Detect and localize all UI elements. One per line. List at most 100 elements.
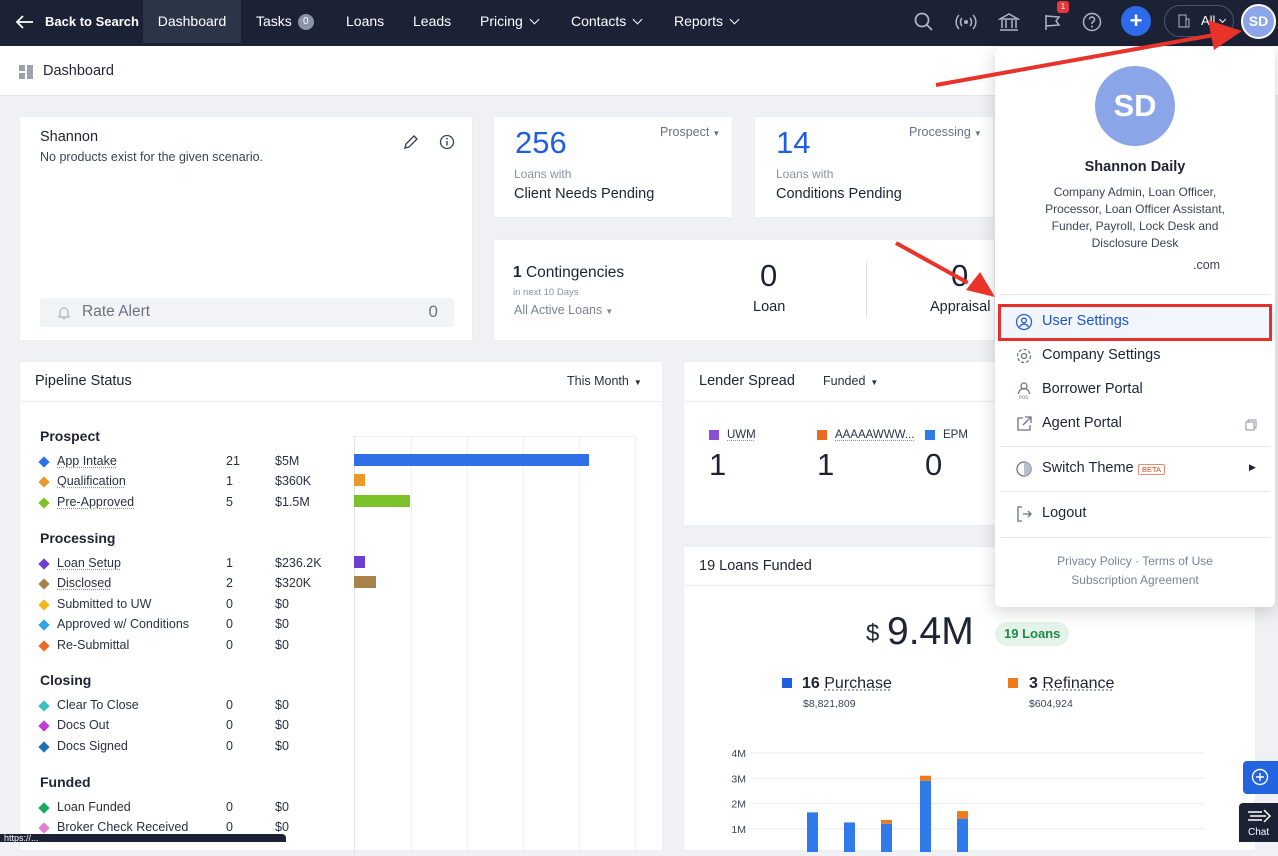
refinance-legend[interactable]: 3 Refinance (1029, 675, 1115, 692)
pipeline-row[interactable]: Loan Setup 1 $236.2K (20, 556, 340, 574)
caret-down-icon: ▼ (712, 129, 721, 138)
refinance-swatch (1008, 678, 1018, 688)
processing-filter-dropdown[interactable]: Processing ▼ (909, 125, 982, 139)
dashboard-icon (19, 65, 33, 79)
legal-links: Privacy Policy · Terms of Use (1057, 554, 1213, 568)
period-dropdown[interactable]: This Month ▼ (567, 374, 642, 388)
external-link-icon (1017, 416, 1032, 431)
rate-alert-row[interactable]: Rate Alert 0 (40, 298, 454, 327)
loan-contingency-label: Loan (753, 299, 786, 315)
status-diamond-icon (38, 802, 50, 814)
status-diamond-icon (38, 741, 50, 753)
pipeline-row[interactable]: Qualification 1 $360K (20, 474, 340, 492)
prospect-filter-dropdown[interactable]: Prospect ▼ (660, 125, 721, 139)
help-icon[interactable] (1081, 11, 1103, 33)
gridline (355, 436, 635, 437)
pipeline-row: Submitted to UW 0 $0 (20, 597, 340, 615)
user-avatar-button[interactable]: SD (1241, 4, 1276, 39)
status-diamond-icon (38, 700, 50, 712)
borrower-portal-item[interactable]: POS Borrower Portal (995, 373, 1275, 407)
conditions-card[interactable]: 14 Loans with Conditions Pending Process… (754, 116, 994, 218)
tab-dashboard[interactable]: Dashboard (143, 0, 241, 43)
copy-window-icon (1245, 419, 1257, 431)
pipeline-list: Prospect App Intake 21 $5M Qualification 1 $36… (20, 362, 662, 856)
purchase-legend[interactable]: 16 Purchase (802, 675, 892, 692)
active-loans-filter[interactable]: All Active Loans ▼ (514, 303, 614, 317)
tab-pricing[interactable]: Pricing (480, 0, 540, 43)
company-settings-item[interactable]: Company Settings (995, 339, 1275, 373)
theme-icon (1016, 461, 1032, 477)
purchase-bar[interactable] (957, 818, 968, 852)
refinance-bar[interactable] (920, 775, 931, 781)
pipeline-bar[interactable] (354, 454, 589, 466)
top-nav: Back to Search Dashboard Tasks 0 Loans Le… (0, 0, 1278, 46)
purchase-bar[interactable] (807, 812, 818, 852)
user-roles: Company Admin, Loan Officer, Processor, … (1045, 185, 1225, 250)
plus-circle-icon (1251, 768, 1269, 786)
tab-loans[interactable]: Loans (346, 13, 385, 29)
pipeline-row-label: Approved w/ Conditions (57, 617, 190, 631)
pipeline-row-label: Loan Setup (57, 556, 121, 570)
gear-icon (1016, 348, 1032, 364)
subscription-agreement-link[interactable]: Subscription Agreement (1071, 573, 1199, 587)
chat-label: Chat (1248, 827, 1270, 838)
user-email: .com (1193, 258, 1221, 272)
annotation-arrow-head (966, 272, 995, 297)
pipeline-bar[interactable] (354, 474, 365, 486)
logout-item[interactable]: Logout (995, 497, 1275, 531)
switch-theme-item[interactable]: Switch Theme BETA ▶ (995, 452, 1275, 486)
privacy-policy-link[interactable]: Privacy Policy (1057, 554, 1132, 568)
divider (1000, 537, 1270, 538)
pipeline-row-label: Pre-Approved (57, 495, 135, 509)
tab-tasks[interactable]: Tasks 0 (256, 0, 314, 43)
broadcast-icon[interactable] (955, 11, 977, 33)
tab-reports[interactable]: Reports (674, 0, 740, 43)
client-needs-card[interactable]: 256 Loans with Client Needs Pending Pros… (493, 116, 733, 218)
pipeline-row[interactable]: App Intake 21 $5M (20, 454, 340, 472)
add-button[interactable]: + (1121, 6, 1151, 36)
back-label: Back to Search (45, 14, 139, 29)
alarm-bell-icon (57, 307, 71, 320)
announcement-icon[interactable] (1043, 11, 1065, 33)
stat-caption: Loans with (776, 167, 834, 181)
terms-of-use-link[interactable]: Terms of Use (1142, 554, 1213, 568)
tab-leads[interactable]: Leads (413, 13, 452, 29)
agent-portal-item[interactable]: Agent Portal (995, 407, 1275, 441)
purchase-bar[interactable] (881, 823, 892, 852)
funded-filter-dropdown[interactable]: Funded ▼ (823, 374, 879, 388)
divider (1000, 491, 1270, 492)
pipeline-row-label: Re-Submittal (57, 638, 130, 652)
lender-swatch (925, 430, 935, 440)
pipeline-row-count: 0 (226, 718, 233, 732)
purchase-bar[interactable] (844, 822, 855, 852)
rate-alert-label: Rate Alert (82, 303, 151, 320)
info-icon[interactable] (439, 134, 455, 150)
pipeline-row[interactable]: Pre-Approved 5 $1.5M (20, 495, 340, 513)
refinance-bar[interactable] (881, 819, 892, 824)
annotation-arrow-head (1208, 20, 1242, 50)
pipeline-bar[interactable] (354, 556, 365, 568)
bank-icon[interactable] (998, 11, 1020, 33)
pipeline-row-amount: $0 (275, 820, 289, 834)
pipeline-row[interactable]: Disclosed 2 $320K (20, 576, 340, 594)
user-settings-item[interactable]: User Settings (995, 305, 1275, 339)
lender-name: AAAAAWWW... (835, 429, 915, 441)
pipeline-bar[interactable] (354, 576, 376, 588)
status-diamond-icon (38, 640, 50, 652)
floating-add-button[interactable] (1243, 761, 1278, 794)
gridline (411, 436, 412, 856)
pipeline-row: Docs Out 0 $0 (20, 718, 340, 736)
pipeline-bar[interactable] (354, 495, 410, 507)
purchase-bar[interactable] (920, 780, 931, 852)
refinance-bar[interactable] (957, 811, 968, 819)
gridline (579, 436, 580, 856)
tasks-count-badge: 0 (297, 14, 314, 30)
tab-contacts[interactable]: Contacts (571, 0, 643, 43)
chat-button[interactable]: Chat (1239, 803, 1278, 842)
stat-label: Client Needs Pending (514, 186, 655, 202)
search-icon[interactable] (913, 11, 935, 33)
edit-pencil-icon[interactable] (403, 134, 419, 150)
pipeline-row-label: Loan Funded (57, 800, 131, 814)
pipeline-row-amount: $0 (275, 617, 289, 631)
pipeline-row-label: Docs Signed (57, 739, 128, 753)
